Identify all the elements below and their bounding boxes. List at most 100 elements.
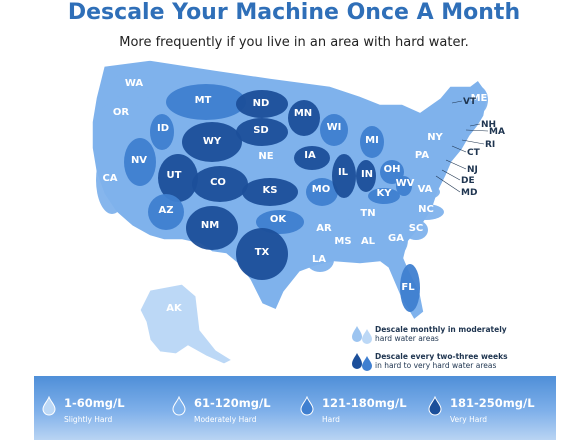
water-drop-icon (300, 396, 314, 416)
region-wy (182, 122, 242, 162)
region-nv (124, 138, 156, 186)
state-label-fl: FL (401, 282, 415, 293)
legend-hard-heading: Descale every two-three weeks (375, 352, 508, 361)
state-label-tx: TX (255, 247, 270, 258)
state-label-ar: AR (316, 223, 332, 234)
region-in (356, 160, 376, 192)
water-drop-icon (172, 396, 186, 416)
callout-label-ma: MA (489, 127, 505, 137)
state-label-nc: NC (418, 204, 434, 215)
state-label-wy: WY (203, 136, 222, 147)
region-pa (406, 150, 438, 166)
state-label-az: AZ (159, 205, 174, 216)
state-label-mt: MT (195, 95, 212, 106)
region-ga (384, 224, 408, 256)
state-label-la: LA (312, 254, 326, 265)
legend-light-drops-icon (352, 326, 372, 344)
state-label-ia: IA (304, 150, 316, 161)
scale-range: 61-120mg/L (194, 396, 271, 410)
region-oh (380, 160, 404, 184)
region-ky (368, 188, 400, 204)
region-nc (408, 204, 444, 220)
region-nd (236, 90, 288, 118)
region-nm (186, 206, 238, 250)
callout-label-ri: RI (485, 140, 495, 150)
state-labels: WA OR CA NV ID MT WY UT AZ CO NM ND SD NE KS OK TX MN IA MO… (102, 78, 487, 314)
region-ut (158, 154, 198, 202)
region-ok (256, 210, 304, 234)
water-drop-icon (42, 396, 56, 416)
region-co (192, 166, 248, 202)
scale-range: 181-250mg/L (450, 396, 535, 410)
state-label-ms: MS (334, 236, 351, 247)
state-label-va: VA (418, 184, 433, 195)
state-label-ut: UT (167, 170, 182, 181)
state-label-in: IN (361, 169, 373, 180)
state-label-co: CO (210, 177, 226, 188)
state-label-ky: KY (377, 188, 393, 199)
state-label-ne: NE (258, 151, 273, 162)
callout-line-nj (445, 159, 467, 170)
region-az (148, 194, 184, 230)
state-label-wa: WA (125, 78, 144, 89)
legend-hard-body: in hard to very hard water areas (375, 361, 497, 370)
state-label-il: IL (338, 167, 349, 178)
region-il (332, 154, 356, 198)
legend-dark-drops-icon (352, 353, 372, 371)
region-al (358, 228, 378, 260)
region-mi (360, 126, 384, 158)
region-id (150, 114, 174, 150)
state-label-nd: ND (253, 98, 270, 109)
region-ne (238, 148, 294, 168)
scale-label: Very Hard (450, 415, 488, 424)
scale-item-hard: 121-180mg/L Hard (292, 390, 420, 430)
scale-label: Moderately Hard (194, 415, 257, 424)
region-wa (110, 72, 158, 100)
region-tn (346, 208, 390, 224)
state-label-al: AL (361, 236, 376, 247)
region-mt (166, 84, 246, 120)
region-sd (236, 118, 288, 146)
state-label-wv: WV (396, 178, 415, 189)
state-label-pa: PA (415, 150, 429, 161)
state-label-wi: WI (327, 122, 342, 133)
callout-line-ri (461, 139, 485, 145)
state-label-mn: MN (294, 108, 312, 119)
region-tx (236, 228, 288, 280)
state-label-ca: CA (102, 173, 117, 184)
state-label-oh: OH (384, 164, 401, 175)
state-label-mo: MO (312, 184, 330, 195)
water-drop-icon (428, 396, 442, 416)
scale-label: Hard (322, 415, 340, 424)
callout-line-vt (451, 100, 463, 104)
region-va (408, 184, 440, 200)
legend-moderate: Descale monthly in moderately hard water… (352, 325, 565, 344)
page-title: Descale Your Machine Once A Month (67, 0, 521, 25)
state-label-mi: MI (365, 135, 379, 146)
callout-line-ct (451, 145, 467, 153)
hardness-scale-bar: 1-60mg/L Slightly Hard 61-120mg/L Modera… (34, 376, 556, 440)
scale-label: Slightly Hard (64, 415, 113, 424)
legend-moderate-heading: Descale monthly in moderately (375, 325, 507, 334)
callout-label-ct: CT (467, 148, 481, 158)
callout-label-nh: NH (481, 120, 496, 130)
region-ia (294, 146, 330, 170)
alaska-shape (139, 283, 234, 365)
state-label-sd: SD (253, 125, 269, 136)
page-subtitle: More frequently if you live in an area w… (119, 35, 469, 50)
region-ms (333, 228, 353, 260)
scale-item-slightly-hard: 1-60mg/L Slightly Hard (34, 390, 162, 430)
region-fl (400, 264, 420, 312)
legend-hard: Descale every two-three weeks in hard to… (352, 352, 565, 371)
state-label-me: ME (471, 93, 488, 104)
scale-range: 121-180mg/L (322, 396, 407, 410)
state-label-ak: AK (166, 303, 183, 314)
scale-range: 1-60mg/L (64, 396, 125, 410)
region-la (306, 248, 334, 272)
state-label-nv: NV (131, 155, 147, 166)
state-label-sc: SC (409, 223, 424, 234)
scale-item-moderately-hard: 61-120mg/L Moderately Hard (164, 390, 292, 430)
callout-label-de: DE (461, 176, 475, 186)
region-sc (404, 220, 428, 240)
